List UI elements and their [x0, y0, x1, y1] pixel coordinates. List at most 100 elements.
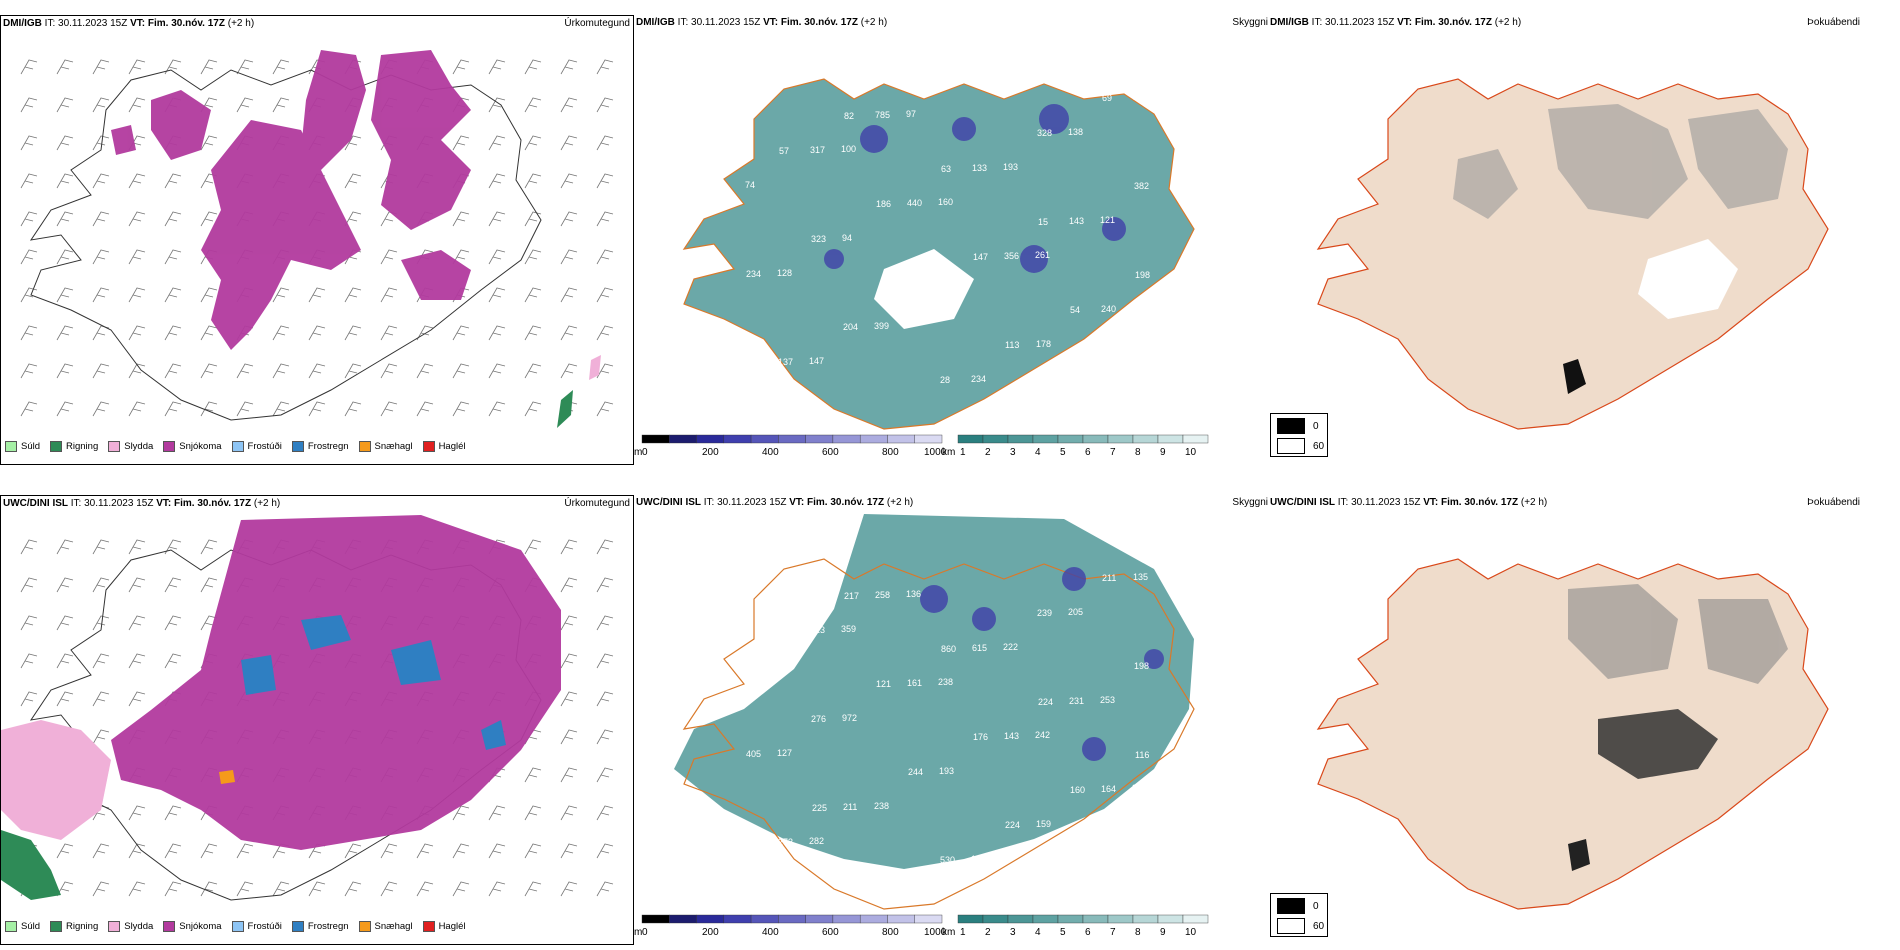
cloud-base-label: 113 [1005, 340, 1019, 350]
legend-item: Haglél [422, 921, 466, 932]
cloud-base-label: 135 [1133, 572, 1148, 582]
legend-swatch [231, 441, 244, 452]
cloud-base-label: 972 [842, 713, 857, 723]
colorbar-tick: 1000 [924, 447, 947, 458]
cloud-base-label: 211 [843, 802, 857, 812]
cloud-base-label: 100 [841, 144, 856, 154]
legend-swatch [163, 921, 176, 932]
visibility-map: 378 359 238 242 204 282 136 222 253 127 238 183 205 2… [674, 514, 1195, 910]
colorbar-segment [1032, 914, 1059, 924]
cloud-base-colorbar: m 0 200 400 600 800 1000 km 1 2 3 4 5 6 7 8 9 10 [634, 433, 1214, 466]
cloud-base-label: 169 [1133, 92, 1148, 102]
legend-swatch [291, 921, 304, 932]
cloud-base-label: 147 [809, 356, 824, 366]
colorbar-segment [723, 914, 752, 924]
cloud-base-label: 211 [1102, 573, 1116, 583]
cloud-base-label: 234 [971, 374, 986, 384]
cloud-base-label: 359 [841, 624, 856, 634]
cloud-base-label: 176 [973, 732, 988, 742]
colorbar-segment [982, 434, 1009, 444]
panel-header: DMI/IGB IT: 30.11.2023 15Z VT: Fim. 30.n… [1270, 17, 1522, 28]
cloud-base-label: 785 [875, 110, 890, 120]
legend-item: Frostregn [291, 921, 349, 932]
cloud-base-label: 258 [875, 590, 890, 600]
cloud-base-label: 147 [973, 252, 988, 262]
colorbar-tick: 9 [1160, 447, 1166, 458]
colorbar-segment [1082, 434, 1109, 444]
road-network [682, 558, 1195, 910]
legend-label: Snæhagl [374, 441, 413, 452]
panel-header: UWC/DINI ISL IT: 30.11.2023 15Z VT: Fim.… [1270, 497, 1548, 508]
cloud-base-label: 530 [940, 855, 955, 865]
legend-label: Frostúði [247, 441, 282, 452]
colorbar-segment [696, 434, 725, 444]
cloud-base-label: 275 [1132, 303, 1147, 313]
legend-label: Súld [21, 441, 41, 452]
colorbar-segment [1132, 914, 1159, 924]
low-cloud-patches [824, 104, 1126, 273]
cloud-base-label: 222 [1003, 642, 1018, 652]
legend-item: Frostúði [231, 921, 282, 932]
colorbar-tick: 6 [1085, 927, 1091, 938]
legend-swatch [50, 441, 63, 452]
fog-index-panel-bottom: UWC/DINI ISL IT: 30.11.2023 15Z VT: Fim.… [1268, 495, 1900, 945]
legend-item: Slydda [108, 921, 153, 932]
precip-legend: Súld Rigning Slydda Snjókoma Frostúði Frostre… [5, 921, 466, 932]
fog-index-title: Þokuábendi [1807, 497, 1860, 508]
colorbar-segment [1157, 434, 1184, 444]
snow-areas [111, 50, 471, 350]
colorbar-segment [750, 434, 779, 444]
legend-label: Rigning [66, 441, 99, 452]
cloud-base-label: 161 [907, 678, 922, 688]
colorbar-segment [859, 434, 888, 444]
colorbar-tick: 400 [762, 447, 779, 458]
colorbar-segment [641, 434, 670, 444]
colorbar-segment [778, 914, 806, 924]
legend-label: Frostúði [247, 921, 282, 932]
colorbar-tick: 0 [642, 447, 648, 458]
cloud-base-label: 143 [1069, 216, 1084, 226]
cloud-base-label: 28 [940, 375, 950, 385]
colorbar-segment [982, 914, 1009, 924]
cloud-base-label: 164 [1101, 784, 1116, 794]
colorbar-tick: 3 [1010, 447, 1016, 458]
colorbar-tick: 8 [1135, 447, 1141, 458]
snow-pellet-area [219, 770, 235, 784]
colorbar-segment [805, 434, 834, 444]
clear-area [874, 249, 974, 329]
cloud-base-label: 138 [1068, 127, 1083, 137]
legend-label: Rigning [66, 921, 99, 932]
cloud-base-label: 262 [745, 660, 760, 670]
colorbar-tick: 1000 [924, 927, 947, 938]
colorbar-tick: 2 [985, 927, 991, 938]
cloud-base-label: 204 [1132, 783, 1147, 793]
colorbar-tick: 8 [1135, 927, 1141, 938]
colorbar-tick: 5 [1060, 447, 1066, 458]
colorbar-tick: 10 [1185, 447, 1197, 458]
snow-areas [111, 515, 561, 850]
visibility-panel-top: DMI/IGB IT: 30.11.2023 15Z VT: Fim. 30.n… [634, 15, 1270, 465]
cloud-base-label: 63 [941, 164, 951, 174]
panel-header: UWC/DINI ISL IT: 30.11.2023 15Z VT: Fim.… [636, 497, 914, 508]
colorbar-unit: km [942, 927, 955, 938]
cloud-base-label: 224 [1038, 697, 1053, 707]
cloud-base-label: 69 [1102, 93, 1112, 103]
visibility-title: Skyggni [1232, 17, 1268, 28]
cloud-base-label: 356 [1004, 251, 1019, 261]
legend-item: Snæhagl [358, 441, 413, 452]
colorbar-segment [832, 914, 861, 924]
cloud-base-label: 160 [1070, 785, 1085, 795]
colorbar-segment [805, 914, 834, 924]
colorbar-segment [1057, 434, 1084, 444]
legend-swatch [5, 921, 17, 932]
colorbar-tick: 1 [960, 927, 966, 938]
colorbar-segment [832, 434, 861, 444]
panel-header: DMI/IGB IT: 30.11.2023 15Z VT: Fim. 30.n… [636, 17, 888, 28]
cloud-base-label: 238 [938, 677, 953, 687]
cloud-base-label: 160 [938, 197, 953, 207]
cloud-base-label: 256 [908, 287, 923, 297]
cloud-base-label: 253 [1100, 695, 1115, 705]
colorbar-segment [957, 434, 984, 444]
fog-index-title: Þokuábendi [1807, 17, 1860, 28]
precip-type-title: Úrkomutegund [564, 18, 630, 29]
